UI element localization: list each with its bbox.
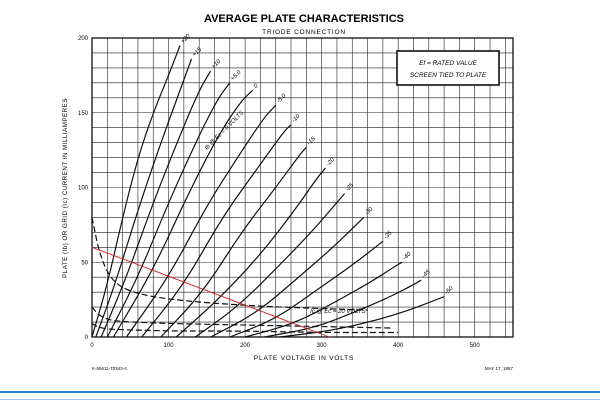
tick-labels: 0 100 200 300 400 500 0 50 100 150 200 <box>78 36 480 349</box>
bottom-rule-light <box>0 399 600 400</box>
grid-current-curve <box>91 217 368 311</box>
y-tick-label: 50 <box>81 260 88 266</box>
chart-subtitle: TRIODE CONNECTION <box>262 29 346 36</box>
footnote-left: K-55611-70343-4 <box>92 366 127 371</box>
grid-current-curve <box>91 323 399 334</box>
curve-label: -15 <box>306 136 317 147</box>
plate-curve <box>160 146 307 338</box>
legend-line-2: SCREEN TIED TO PLATE <box>410 72 487 79</box>
curve-label: -50 <box>444 285 455 296</box>
ic-curve-label: Ic @ Ec = 20 VOLTS <box>310 309 366 315</box>
x-tick-label: 400 <box>393 343 404 349</box>
axes <box>91 37 514 338</box>
x-tick-label: 0 <box>90 343 94 349</box>
y-tick-label: 0 <box>85 335 89 341</box>
plate-curve <box>100 70 212 338</box>
load-line-segment <box>91 246 330 338</box>
curve-label: +15 <box>192 46 204 58</box>
x-tick-label: 100 <box>164 343 175 349</box>
load-line <box>91 246 330 338</box>
plate-curve <box>95 58 193 338</box>
x-tick-label: 500 <box>470 343 481 349</box>
legend-box: Ef = RATED VALUE SCREEN TIED TO PLATE <box>396 50 500 86</box>
ec-zero-curve-label: Ib @ Ec = 0 VOLTS <box>204 110 245 151</box>
curve-label: 0 <box>253 83 260 90</box>
bottom-rule <box>0 391 600 393</box>
y-axis-label: PLATE (Ib) OR GRID (Ic) CURRENT IN MILLI… <box>62 98 69 278</box>
curve-label: +10 <box>211 58 223 70</box>
plot-frame <box>91 37 514 338</box>
curve-label: -10 <box>291 113 302 124</box>
curve-label: -35 <box>383 230 394 241</box>
x-axis-label: PLATE VOLTAGE IN VOLTS <box>254 355 354 362</box>
plate-curves <box>91 45 445 338</box>
x-tick-label: 300 <box>317 343 328 349</box>
plate-curve <box>279 296 445 338</box>
grid-current-curves <box>91 217 399 334</box>
plate-curve <box>229 240 384 338</box>
footnote-right: MAY 17, 1957 <box>485 366 514 371</box>
curve-label: -45 <box>421 269 432 280</box>
curve-label: -5.0 <box>276 93 288 105</box>
plate-curve <box>106 82 231 338</box>
plate-curve <box>175 167 326 338</box>
plate-curve <box>264 279 422 338</box>
curve-label: -30 <box>364 206 375 217</box>
legend-line-1: Ef = RATED VALUE <box>419 60 478 67</box>
x-tick-label: 200 <box>240 343 251 349</box>
plate-curve <box>112 89 254 338</box>
plate-curve <box>141 124 292 338</box>
curve-label: +5.0 <box>230 69 243 82</box>
chart-title: AVERAGE PLATE CHARACTERISTICS <box>204 13 404 25</box>
curve-label: -25 <box>345 182 356 193</box>
plate-curve <box>91 45 181 338</box>
plate-curve <box>125 104 277 338</box>
curve-label: +20 <box>180 33 192 45</box>
plate-curve <box>210 216 365 338</box>
y-tick-label: 100 <box>78 186 89 192</box>
plate-curve <box>194 193 346 338</box>
y-tick-label: 200 <box>78 36 89 42</box>
curve-label: -20 <box>326 157 337 168</box>
y-tick-label: 150 <box>78 111 89 117</box>
curve-label: -40 <box>402 251 413 262</box>
